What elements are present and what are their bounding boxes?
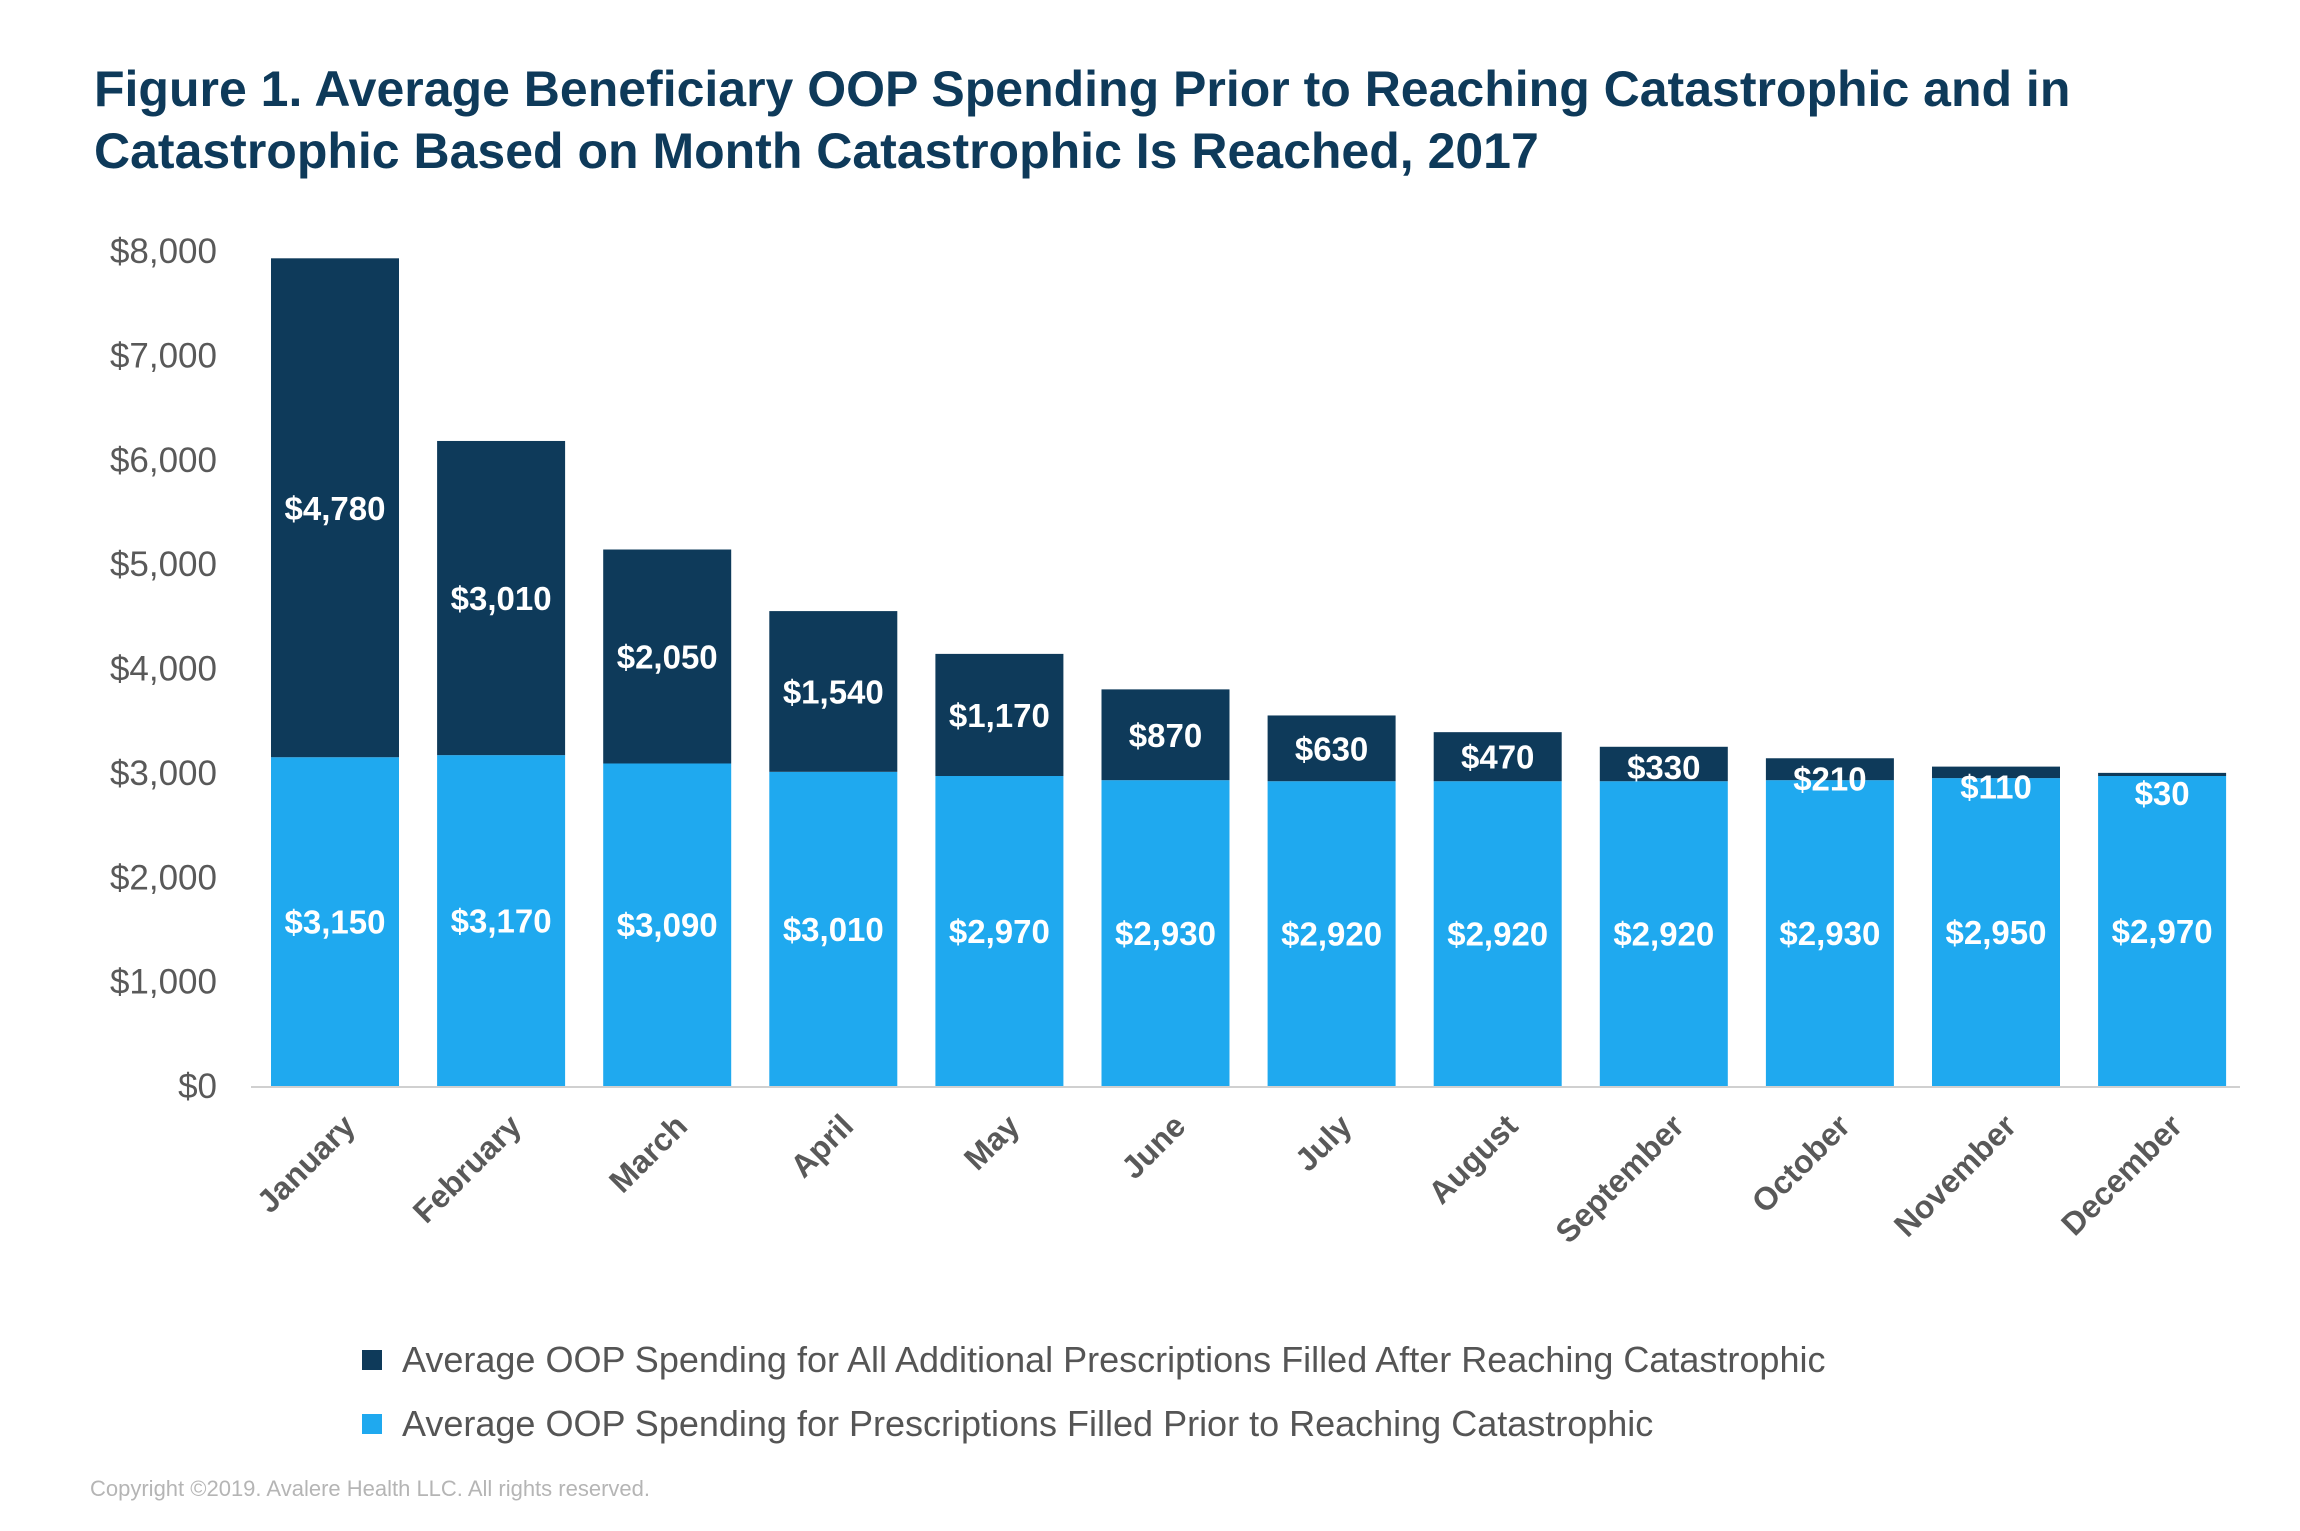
data-label-after: $3,010 xyxy=(451,580,552,617)
bar-segment-after xyxy=(1765,758,1894,781)
data-label-after: $330 xyxy=(1627,749,1700,786)
bar-segment-prior xyxy=(1433,781,1562,1086)
bar-segment-after xyxy=(1433,732,1562,782)
legend-item-prior-catastrophic: Average OOP Spending for Prescriptions F… xyxy=(362,1392,1825,1456)
data-label-prior: $3,150 xyxy=(285,904,386,941)
bar-segment-prior xyxy=(2098,776,2227,1086)
data-label-prior: $3,170 xyxy=(451,903,552,940)
x-tick-label: June xyxy=(1114,1107,1192,1185)
data-label-after: $2,050 xyxy=(617,638,718,675)
bar-segment-prior xyxy=(603,763,732,1086)
data-label-after: $4,780 xyxy=(285,490,386,527)
legend-label: Average OOP Spending for Prescriptions F… xyxy=(402,1403,1654,1444)
x-tick-label: April xyxy=(783,1107,860,1184)
y-tick-label: $2,000 xyxy=(110,858,217,897)
data-label-prior: $2,920 xyxy=(1281,916,1382,953)
x-tick-label: May xyxy=(957,1107,1027,1177)
bar-segment-prior xyxy=(1599,781,1728,1086)
y-tick-label: $1,000 xyxy=(110,963,217,1002)
bar-segment-after xyxy=(1267,715,1396,782)
x-tick-label: November xyxy=(1887,1107,2023,1243)
chart-title: Figure 1. Average Beneficiary OOP Spendi… xyxy=(94,61,2071,179)
legend-item-after-catastrophic: Average OOP Spending for All Additional … xyxy=(362,1328,1825,1392)
data-label-after: $110 xyxy=(1960,769,2032,806)
x-tick-label: September xyxy=(1548,1107,1690,1249)
data-label-prior: $3,090 xyxy=(617,907,718,944)
data-label-after: $470 xyxy=(1461,739,1534,776)
bar-segment-prior xyxy=(1267,781,1396,1086)
y-tick-label: $6,000 xyxy=(110,441,217,480)
y-tick-label: $3,000 xyxy=(110,754,217,793)
bar-segment-prior xyxy=(271,757,399,1086)
data-label-prior: $2,930 xyxy=(1115,915,1216,952)
x-tick-label: August xyxy=(1421,1107,1525,1211)
bar-segment-prior xyxy=(1101,780,1230,1086)
data-label-after: $870 xyxy=(1129,717,1202,754)
data-label-prior: $2,920 xyxy=(1613,916,1714,953)
x-tick-label: February xyxy=(406,1107,528,1229)
legend-swatch-dark xyxy=(362,1350,382,1370)
y-tick-label: $7,000 xyxy=(110,336,217,375)
data-label-after: $210 xyxy=(1793,760,1866,797)
bar-segment-prior xyxy=(769,771,898,1086)
legend: Average OOP Spending for All Additional … xyxy=(362,1328,1825,1456)
bar-segment-after xyxy=(769,611,898,772)
copyright: Copyright ©2019. Avalere Health LLC. All… xyxy=(90,1476,650,1501)
x-tick-label: October xyxy=(1745,1107,1857,1219)
y-tick-label: $4,000 xyxy=(110,650,217,689)
data-label-after: $1,170 xyxy=(949,697,1050,734)
bar-segment-prior xyxy=(1932,778,2060,1086)
bar-segment-after xyxy=(1101,689,1230,781)
y-tick-label: $8,000 xyxy=(110,232,217,271)
x-tick-label: December xyxy=(2054,1107,2189,1242)
x-tick-label: January xyxy=(250,1107,362,1219)
data-label-prior: $2,970 xyxy=(949,913,1050,950)
y-tick-label: $0 xyxy=(178,1067,217,1106)
legend-swatch-light xyxy=(362,1414,382,1434)
data-label-prior: $2,950 xyxy=(1946,914,2047,951)
bar-segment-after xyxy=(271,258,399,758)
bar-segment-after xyxy=(1932,766,2060,779)
bar-segment-after xyxy=(2098,772,2227,777)
data-label-prior: $3,010 xyxy=(783,911,884,948)
x-tick-label: July xyxy=(1288,1107,1359,1178)
data-label-after: $30 xyxy=(2135,775,2190,812)
bar-segment-after xyxy=(437,440,566,756)
bar-segment-after xyxy=(603,549,732,764)
y-tick-label: $5,000 xyxy=(110,545,217,584)
data-label-after: $630 xyxy=(1295,730,1368,767)
legend-label: Average OOP Spending for All Additional … xyxy=(402,1339,1826,1380)
data-label-prior: $2,930 xyxy=(1779,915,1880,952)
data-label-after: $1,540 xyxy=(783,673,884,710)
x-tick-label: March xyxy=(602,1107,694,1199)
bar-segment-after xyxy=(935,653,1064,777)
bar-segment-prior xyxy=(1765,780,1894,1086)
bar-segment-after xyxy=(1599,746,1728,782)
bar-segment-prior xyxy=(935,776,1064,1086)
bar-segment-prior xyxy=(437,755,566,1086)
data-label-prior: $2,920 xyxy=(1447,916,1548,953)
stacked-bar-chart: $0 $1,000 $2,000 $3,000 $4,000 $5,000 $6,000 $7… xyxy=(110,232,2240,1250)
data-label-prior: $2,970 xyxy=(2112,913,2213,950)
